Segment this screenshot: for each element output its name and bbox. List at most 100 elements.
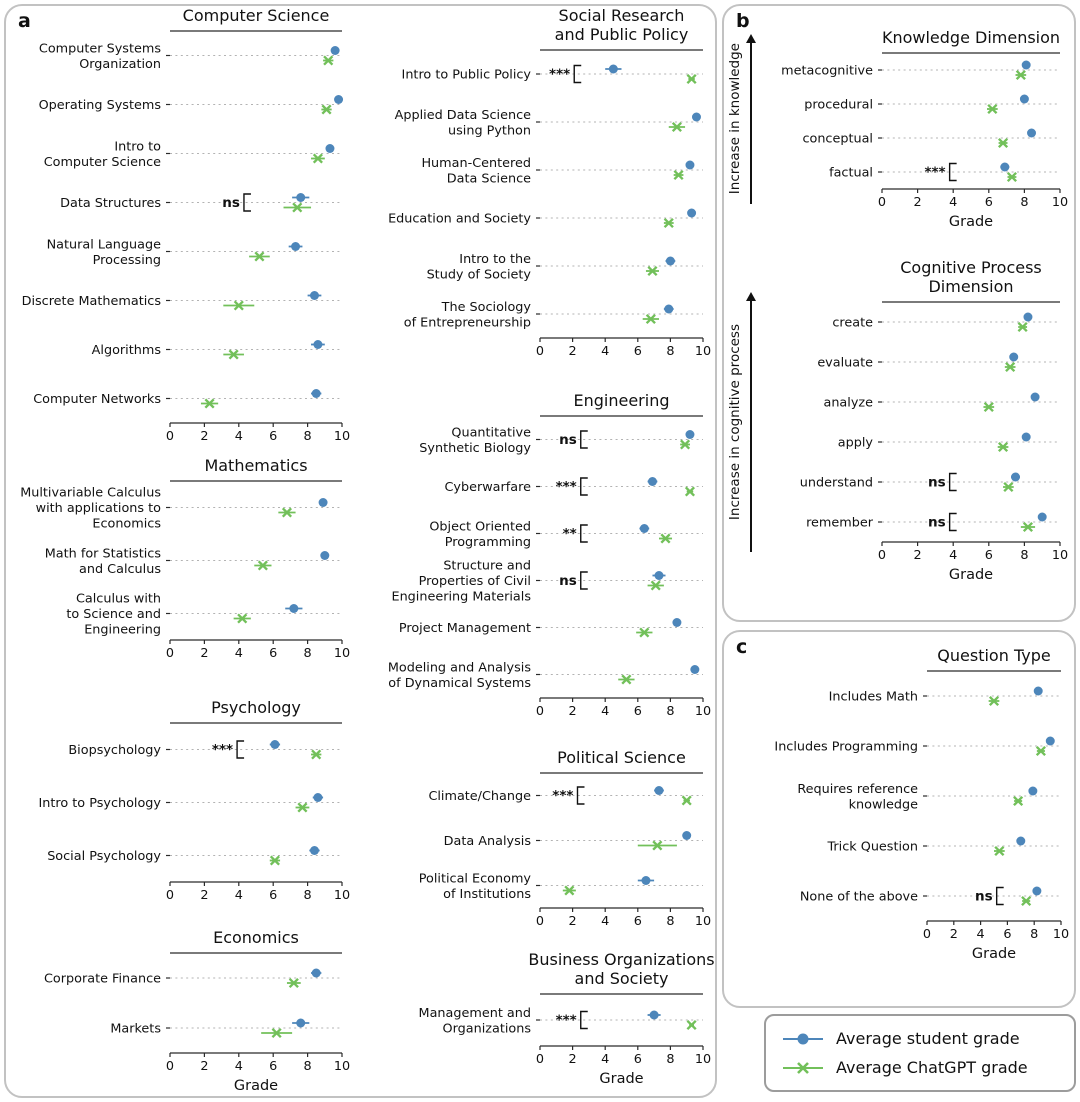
- x-tick-label: 10: [695, 914, 711, 929]
- student-marker: [649, 1010, 659, 1020]
- category-label: Synthetic Biology: [419, 441, 531, 456]
- chart-svg: Political Science Climate/Change Data Anal…: [419, 748, 711, 929]
- category-label: Properties of Civil: [419, 574, 531, 589]
- chatgpt-marker: [312, 153, 323, 164]
- significance-label: ***: [552, 788, 573, 804]
- cognitive-axis-caption-text: Increase in cognitive process: [727, 323, 743, 521]
- significance-label: ns: [975, 889, 993, 905]
- x-tick-label: 0: [536, 1052, 544, 1067]
- x-tick-label: 6: [985, 195, 993, 210]
- x-tick-label: 4: [235, 1059, 243, 1074]
- x-tick-label: 2: [200, 1059, 208, 1074]
- x-tick-label: 8: [666, 344, 674, 359]
- significance-bracket: [948, 512, 957, 532]
- student-marker: [313, 340, 323, 349]
- category-label: Computer Science: [44, 155, 161, 170]
- student-marker: [318, 498, 328, 507]
- category-label: Intro to the: [459, 252, 531, 267]
- chart-economics: Economics Corporate Finance Markets 0 2 4 6 8 10…: [18, 928, 354, 1099]
- category-label: create: [832, 316, 873, 331]
- student-marker: [1032, 886, 1042, 896]
- significance-bracket: [995, 886, 1004, 906]
- chatgpt-marker: [987, 103, 998, 115]
- x-tick-label: 2: [200, 429, 208, 444]
- significance-bracket: [948, 162, 957, 182]
- chart-title: Psychology: [211, 698, 301, 717]
- student-marker: [690, 665, 700, 674]
- category-label: metacognitive: [781, 64, 873, 79]
- chart-title: Mathematics: [204, 456, 307, 475]
- chatgpt-marker: [1006, 171, 1017, 183]
- category-label: Object Oriented: [429, 519, 531, 534]
- x-tick-label: 4: [235, 429, 243, 444]
- x-tick-label: 6: [269, 1059, 277, 1074]
- legend-item-chatgpt: Average ChatGPT grade: [780, 1058, 1060, 1078]
- student-marker: [1033, 686, 1043, 696]
- chatgpt-marker: [323, 55, 334, 66]
- chatgpt-marker: [281, 507, 293, 518]
- student-marker: [296, 1018, 306, 1028]
- x-tick-label: 4: [601, 1052, 609, 1067]
- category-label: analyze: [823, 396, 873, 411]
- x-tick-label: 8: [666, 704, 674, 719]
- chatgpt-marker: [988, 695, 1000, 707]
- category-label: Climate/Change: [428, 789, 531, 804]
- chart-engineering: Engineering Quantitative Synthetic Biology…: [368, 391, 715, 726]
- chart-title: Engineering: [574, 391, 670, 410]
- student-marker: [1021, 60, 1031, 70]
- chart-title: Business Organizations: [528, 950, 714, 969]
- chatgpt-marker: [621, 674, 632, 685]
- x-tick-label: 4: [949, 195, 957, 210]
- x-tick-label: 10: [695, 344, 711, 359]
- x-tick-label: 4: [235, 888, 243, 903]
- category-label: Requires reference: [797, 782, 918, 797]
- x-tick-label: 6: [634, 344, 642, 359]
- chatgpt-marker: [639, 627, 650, 638]
- student-marker: [682, 831, 692, 840]
- category-label: Includes Programming: [774, 740, 918, 755]
- x-tick-label: 4: [601, 344, 609, 359]
- x-tick-label: 4: [977, 927, 985, 942]
- x-axis-label: Grade: [949, 214, 993, 230]
- x-tick-label: 8: [304, 646, 312, 661]
- x-tick-label: 0: [878, 195, 886, 210]
- panel-b-label: b: [736, 10, 750, 32]
- chart-title: Knowledge Dimension: [882, 28, 1060, 47]
- significance-label: ***: [212, 742, 233, 758]
- category-label: knowledge: [849, 797, 918, 812]
- x-tick-label: 0: [536, 914, 544, 929]
- category-label: with applications to: [36, 501, 162, 516]
- category-label: Computer Systems: [39, 41, 161, 56]
- student-marker: [1028, 786, 1038, 796]
- chart-title: Economics: [213, 928, 299, 947]
- chart-title: Question Type: [937, 646, 1050, 665]
- category-label: Computer Networks: [33, 392, 161, 407]
- x-tick-label: 6: [634, 1052, 642, 1067]
- knowledge-axis-caption-text: Increase in knowledge: [727, 43, 743, 195]
- chart-computer-science: Computer Science Computer Systems Organiza…: [18, 6, 354, 451]
- category-label: None of the above: [800, 890, 918, 905]
- legend-chatgpt-label: Average ChatGPT grade: [836, 1058, 1028, 1077]
- x-tick-label: 6: [269, 429, 277, 444]
- significance-label: ***: [556, 1013, 577, 1029]
- category-label: Modeling and Analysis: [388, 660, 531, 675]
- student-marker: [289, 604, 299, 613]
- chart-title: Computer Science: [183, 6, 330, 25]
- category-label: Social Psychology: [47, 849, 161, 864]
- student-marker: [311, 968, 321, 978]
- category-label: Organizations: [443, 1021, 532, 1036]
- student-marker: [320, 551, 330, 560]
- student-marker: [639, 524, 649, 533]
- category-label: Project Management: [399, 621, 531, 636]
- student-marker: [330, 46, 340, 55]
- chatgpt-marker: [645, 313, 656, 325]
- panel-c: c Question Type Includes Math Includes Pro…: [722, 630, 1076, 1008]
- student-marker: [1011, 472, 1020, 482]
- category-label: Discrete Mathematics: [22, 294, 162, 309]
- x-tick-label: 2: [569, 704, 577, 719]
- x-tick-label: 2: [200, 646, 208, 661]
- chart-political-science: Political Science Climate/Change Data Anal…: [368, 748, 715, 936]
- chatgpt-marker: [257, 560, 268, 571]
